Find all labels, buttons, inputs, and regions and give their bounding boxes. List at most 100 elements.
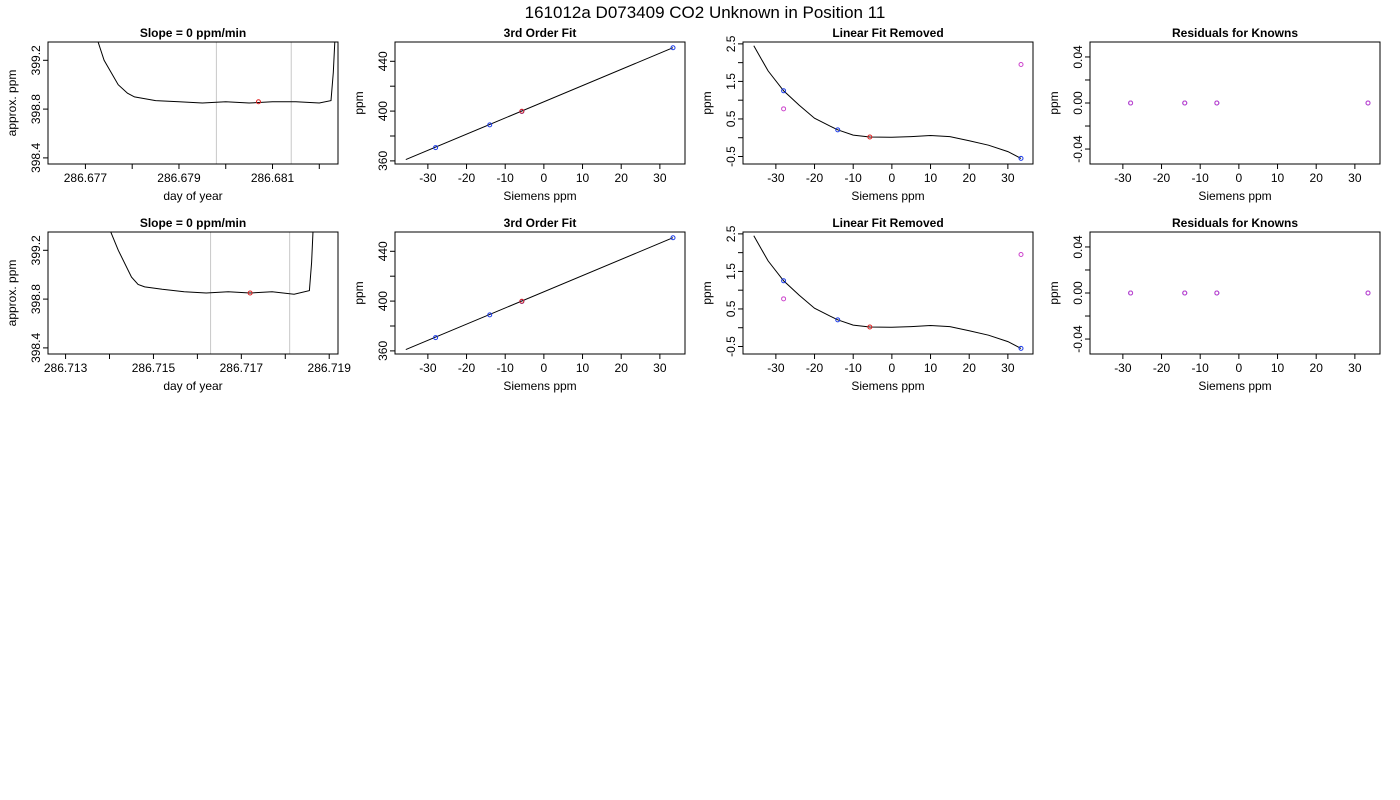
x-tick-label: 20 (615, 171, 629, 185)
x-tick-label: -10 (497, 361, 515, 375)
data-point (781, 296, 787, 302)
plot-frame (1089, 41, 1381, 165)
panel-r1c2: 3rd Order Fit -30 -20 -10 0 10 20 30 360 400 440 Si… (352, 26, 686, 203)
data-point (835, 317, 841, 323)
plot-area (97, 42, 336, 105)
y-tick-label: 1.5 (724, 73, 738, 90)
data-point (433, 335, 439, 341)
x-tick-label: -10 (845, 361, 863, 375)
y-tick-label: -0.04 (1071, 325, 1085, 353)
panel-r2c3: Linear Fit Removed -30 -20 -10 0 10 20 30 -0.5 0.… (700, 216, 1034, 393)
x-tick-label: 30 (1001, 361, 1015, 375)
data-point (1018, 62, 1024, 68)
y-tick-label: -0.04 (1071, 135, 1085, 163)
data-point (1018, 252, 1024, 258)
y-tick-label: -0.5 (724, 146, 738, 167)
highlight-point (247, 290, 253, 296)
x-tick-label: 30 (1348, 171, 1362, 185)
x-tick-label: 20 (963, 171, 977, 185)
panel-r1c1: Slope = 0 ppm/min 286.677 286.679 286.681 39… (5, 26, 339, 203)
y-axis-label: ppm (700, 281, 714, 304)
y-tick-label: -0.5 (724, 336, 738, 357)
y-tick-label: 2.5 (724, 225, 738, 242)
panel-title: Linear Fit Removed (832, 216, 943, 230)
y-tick-label: 400 (376, 101, 390, 121)
data-point (835, 127, 841, 133)
data-line (110, 232, 314, 295)
data-point (487, 122, 493, 128)
x-tick-label: 10 (924, 361, 938, 375)
x-tick-label: -10 (1192, 171, 1210, 185)
x-tick-label: -20 (1153, 171, 1171, 185)
data-point (781, 278, 787, 284)
x-tick-label: -30 (419, 361, 437, 375)
x-tick-label: -30 (1114, 361, 1132, 375)
y-tick-label: 398.8 (29, 94, 43, 124)
panel-title: Residuals for Knowns (1172, 216, 1298, 230)
plot-area (753, 45, 1024, 161)
x-tick-label: 20 (1310, 361, 1324, 375)
data-point (670, 235, 676, 241)
y-tick-label: 2.5 (724, 35, 738, 52)
y-tick-label: 0.04 (1071, 45, 1085, 69)
panel-title: Residuals for Knowns (1172, 26, 1298, 40)
fit-curve (753, 45, 1022, 159)
x-tick-label: 30 (653, 171, 667, 185)
plot-area (753, 235, 1024, 351)
y-tick-label: 399.2 (29, 45, 43, 75)
plot-area (110, 232, 314, 296)
data-point (781, 88, 787, 94)
data-point (1018, 345, 1024, 351)
x-tick-label: -10 (1192, 361, 1210, 375)
plot-frame (47, 41, 339, 165)
y-axis-label: approx. ppm (5, 260, 19, 327)
x-tick-label: -20 (458, 361, 476, 375)
x-tick-label: 0 (1236, 361, 1243, 375)
x-tick-label: -30 (419, 171, 437, 185)
fit-curve (405, 237, 674, 351)
data-point (487, 312, 493, 318)
x-tick-label: -10 (845, 171, 863, 185)
x-tick-label: 0 (1236, 171, 1243, 185)
x-axis-label: Siemens ppm (1198, 379, 1271, 393)
data-point (519, 298, 525, 304)
y-tick-label: 398.4 (29, 143, 43, 173)
y-tick-label: 399.2 (29, 235, 43, 265)
data-point (670, 45, 676, 51)
x-tick-label: 20 (615, 361, 629, 375)
panel-r1c3: Linear Fit Removed -30 -20 -10 0 10 20 30 -0.5 0.… (700, 26, 1034, 203)
data-point (1182, 100, 1188, 106)
x-axis-label: day of year (163, 189, 222, 203)
panel-r2c2: 3rd Order Fit -30 -20 -10 0 10 20 30 360 400 440 Si… (352, 216, 686, 393)
y-tick-label: 440 (376, 51, 390, 71)
data-point (1128, 290, 1134, 296)
x-tick-label: 10 (1271, 171, 1285, 185)
x-tick-label: 286.677 (64, 171, 108, 185)
x-tick-label: -20 (806, 171, 824, 185)
panel-title: 3rd Order Fit (504, 216, 577, 230)
x-tick-label: 286.679 (157, 171, 201, 185)
x-axis-label: Siemens ppm (851, 189, 924, 203)
fit-curve (753, 235, 1022, 349)
figure-title: 161012a D073409 CO2 Unknown in Position … (525, 3, 886, 22)
x-tick-label: -30 (767, 171, 785, 185)
y-axis-label: ppm (700, 91, 714, 114)
y-tick-label: 400 (376, 291, 390, 311)
plot-frame (742, 41, 1034, 165)
y-axis-label: ppm (1047, 91, 1061, 114)
x-tick-label: -10 (497, 171, 515, 185)
x-tick-label: 286.713 (44, 361, 88, 375)
y-tick-label: 440 (376, 241, 390, 261)
data-point (867, 134, 873, 140)
x-tick-label: 30 (1348, 361, 1362, 375)
data-point (867, 324, 873, 330)
y-tick-label: 0.5 (724, 110, 738, 127)
panel-r2c4: Residuals for Knowns -30 -20 -10 0 10 20 30 -0.0… (1047, 216, 1381, 393)
y-axis-label: ppm (1047, 281, 1061, 304)
x-tick-label: 286.717 (220, 361, 264, 375)
panel-r1c4: Residuals for Knowns -30 -20 -10 0 10 20 30 -0.0… (1047, 26, 1381, 203)
x-tick-label: 20 (963, 361, 977, 375)
data-point (1128, 100, 1134, 106)
panel-title: 3rd Order Fit (504, 26, 577, 40)
